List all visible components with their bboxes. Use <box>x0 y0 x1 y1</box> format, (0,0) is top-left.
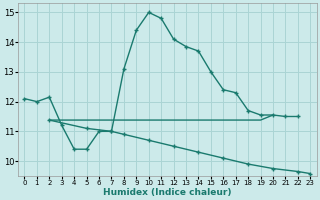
X-axis label: Humidex (Indice chaleur): Humidex (Indice chaleur) <box>103 188 232 197</box>
